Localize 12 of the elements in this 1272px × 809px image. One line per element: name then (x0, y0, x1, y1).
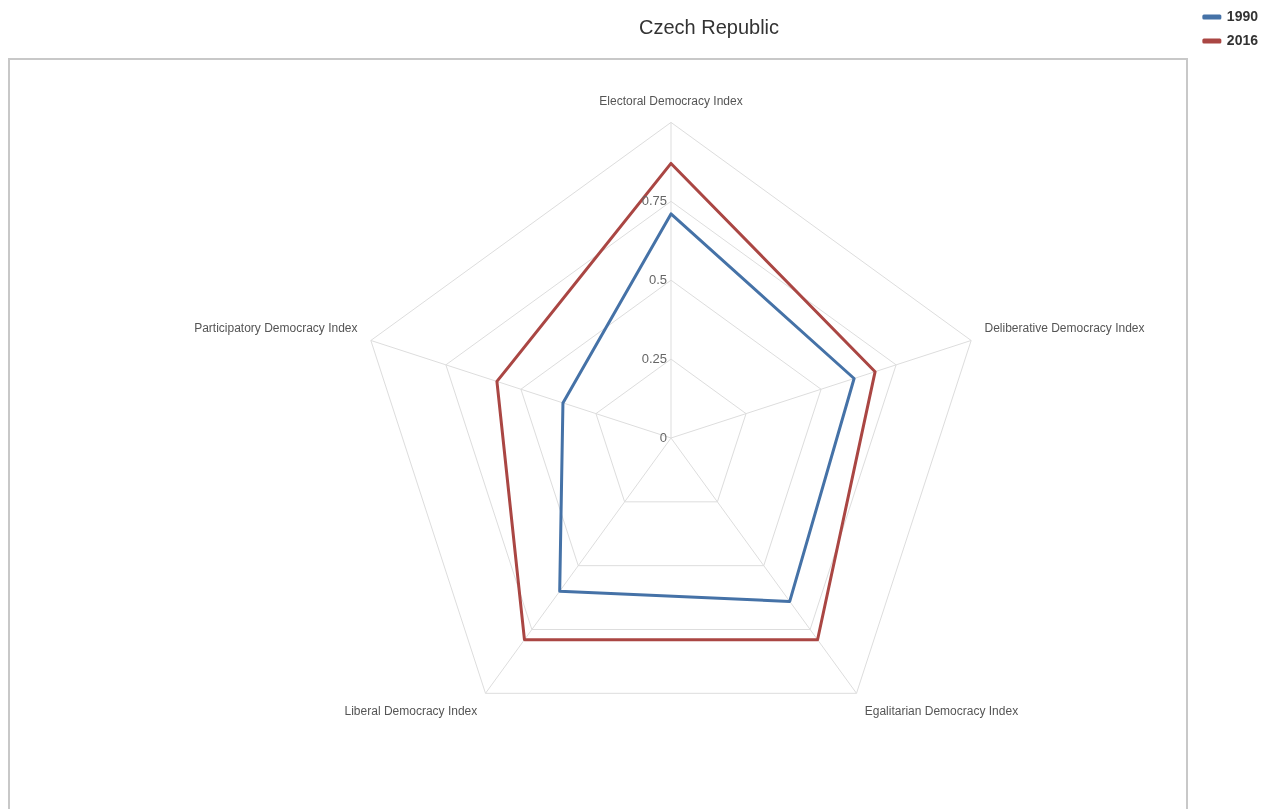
spoke-label: Deliberative Democracy Index (984, 321, 1145, 336)
spoke-label: Electoral Democracy Index (599, 93, 743, 108)
y-tick-label: 0 (659, 429, 667, 445)
y-tick-label: 0.5 (648, 271, 667, 287)
legend-label: 2016 (1226, 31, 1259, 48)
spoke-label: Participatory Democracy Index (194, 321, 358, 336)
y-tick-label: 0.75 (641, 192, 667, 208)
spoke-label: Egalitarian Democracy Index (864, 704, 1019, 719)
y-tick-label: 0.25 (641, 350, 667, 366)
legend-label: 1990 (1226, 7, 1259, 24)
chart-title: Czech Republic (638, 15, 780, 38)
spoke-label: Liberal Democracy Index (344, 704, 478, 719)
